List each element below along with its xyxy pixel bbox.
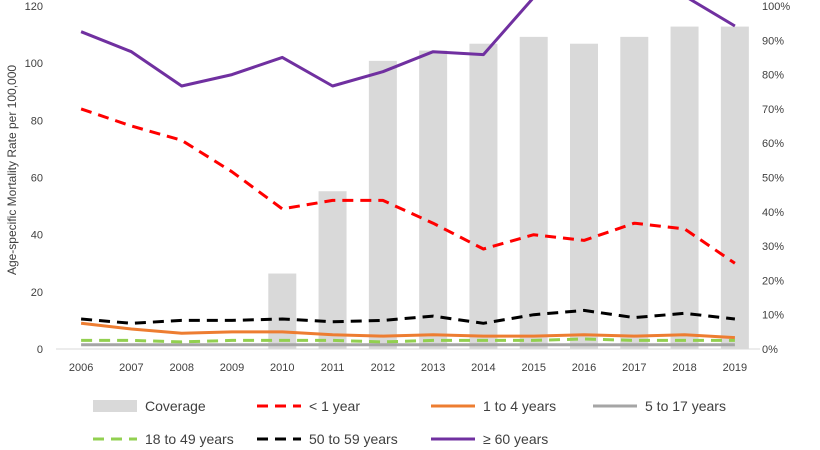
right-tick-label: 100% <box>762 1 790 13</box>
legend-item-ge-60-years: ≥ 60 years <box>431 431 548 447</box>
series-line-lt-1-year <box>80 107 736 265</box>
legend: Coverage < 1 year 1 to 4 years 5 to 17 year… <box>93 398 726 447</box>
right-tick-label: 80% <box>762 70 784 82</box>
coverage-bars <box>268 26 749 350</box>
right-tick-label: 20% <box>762 275 784 287</box>
right-axis-ticks: 0% 10% 20% 30% 40% 50% 60% 70% 80% 90% 100% <box>762 1 790 356</box>
x-tick-label: 2011 <box>321 362 345 374</box>
legend-item-18-to-49-years: 18 to 49 years <box>93 431 234 447</box>
right-tick-label: 0% <box>762 344 778 356</box>
legend-item-50-to-59-years: 50 to 59 years <box>257 431 398 447</box>
coverage-bar-2011 <box>318 191 347 349</box>
right-tick-label: 70% <box>762 104 784 116</box>
coverage-bar-2016 <box>570 43 598 349</box>
left-tick-label: 40 <box>31 230 43 242</box>
coverage-bar-2019 <box>720 26 749 350</box>
legend-label: ≥ 60 years <box>483 431 548 447</box>
y-axis-title: Age-specific Mortality Rate per 100,000 <box>5 65 19 275</box>
legend-item-5-to-17-years: 5 to 17 years <box>593 398 726 414</box>
x-axis-ticks: 2006 2007 2008 2009 2010 2011 2012 2013 2014 2015… <box>69 362 747 374</box>
coverage-bar-2013 <box>419 50 448 350</box>
series-line-50-to-59-years <box>80 308 736 325</box>
left-axis-ticks: 0 20 40 60 80 100 120 <box>25 1 43 356</box>
x-tick-label: 2014 <box>471 362 495 374</box>
legend-item-1-to-4-years: 1 to 4 years <box>431 398 556 414</box>
x-tick-label: 2013 <box>421 362 445 374</box>
legend-item-lt-1-year: < 1 year <box>257 398 360 414</box>
coverage-bar-2018 <box>670 26 699 350</box>
x-tick-label: 2018 <box>672 362 696 374</box>
left-tick-label: 80 <box>31 115 43 127</box>
legend-label: 50 to 59 years <box>309 431 398 447</box>
right-tick-label: 60% <box>762 138 784 150</box>
series-line-ge-60-years <box>80 0 736 88</box>
x-tick-label: 2006 <box>69 362 93 374</box>
x-tick-label: 2019 <box>723 362 747 374</box>
right-tick-label: 50% <box>762 173 784 185</box>
left-tick-label: 120 <box>25 1 43 13</box>
legend-item-coverage: Coverage <box>93 398 206 414</box>
legend-swatch-coverage <box>93 400 137 412</box>
coverage-bar-2010 <box>268 273 297 349</box>
coverage-bar-2015 <box>519 36 548 350</box>
x-tick-label: 2007 <box>119 362 143 374</box>
legend-label: < 1 year <box>309 398 360 414</box>
x-tick-label: 2009 <box>220 362 244 374</box>
left-tick-label: 60 <box>31 173 43 185</box>
right-tick-label: 40% <box>762 207 784 219</box>
right-tick-label: 10% <box>762 310 784 322</box>
x-tick-label: 2008 <box>169 362 193 374</box>
legend-label: Coverage <box>145 398 206 414</box>
series-line-1-to-4-years <box>80 321 735 340</box>
left-tick-label: 20 <box>31 287 43 299</box>
x-tick-label: 2015 <box>521 362 545 374</box>
x-tick-label: 2017 <box>622 362 646 374</box>
series-line-18-to-49-years <box>81 337 735 344</box>
right-tick-label: 90% <box>762 35 784 47</box>
left-tick-label: 100 <box>25 58 43 70</box>
coverage-bar-2012 <box>368 60 397 349</box>
legend-label: 5 to 17 years <box>645 398 726 414</box>
series-lines <box>80 0 736 347</box>
coverage-bar-2017 <box>620 36 649 350</box>
x-tick-label: 2016 <box>572 362 596 374</box>
x-tick-label: 2010 <box>270 362 294 374</box>
legend-label: 1 to 4 years <box>483 398 556 414</box>
x-tick-label: 2012 <box>371 362 395 374</box>
right-tick-label: 30% <box>762 241 784 253</box>
legend-label: 18 to 49 years <box>145 431 234 447</box>
left-tick-label: 0 <box>37 344 43 356</box>
coverage-bar-2014 <box>469 43 498 349</box>
